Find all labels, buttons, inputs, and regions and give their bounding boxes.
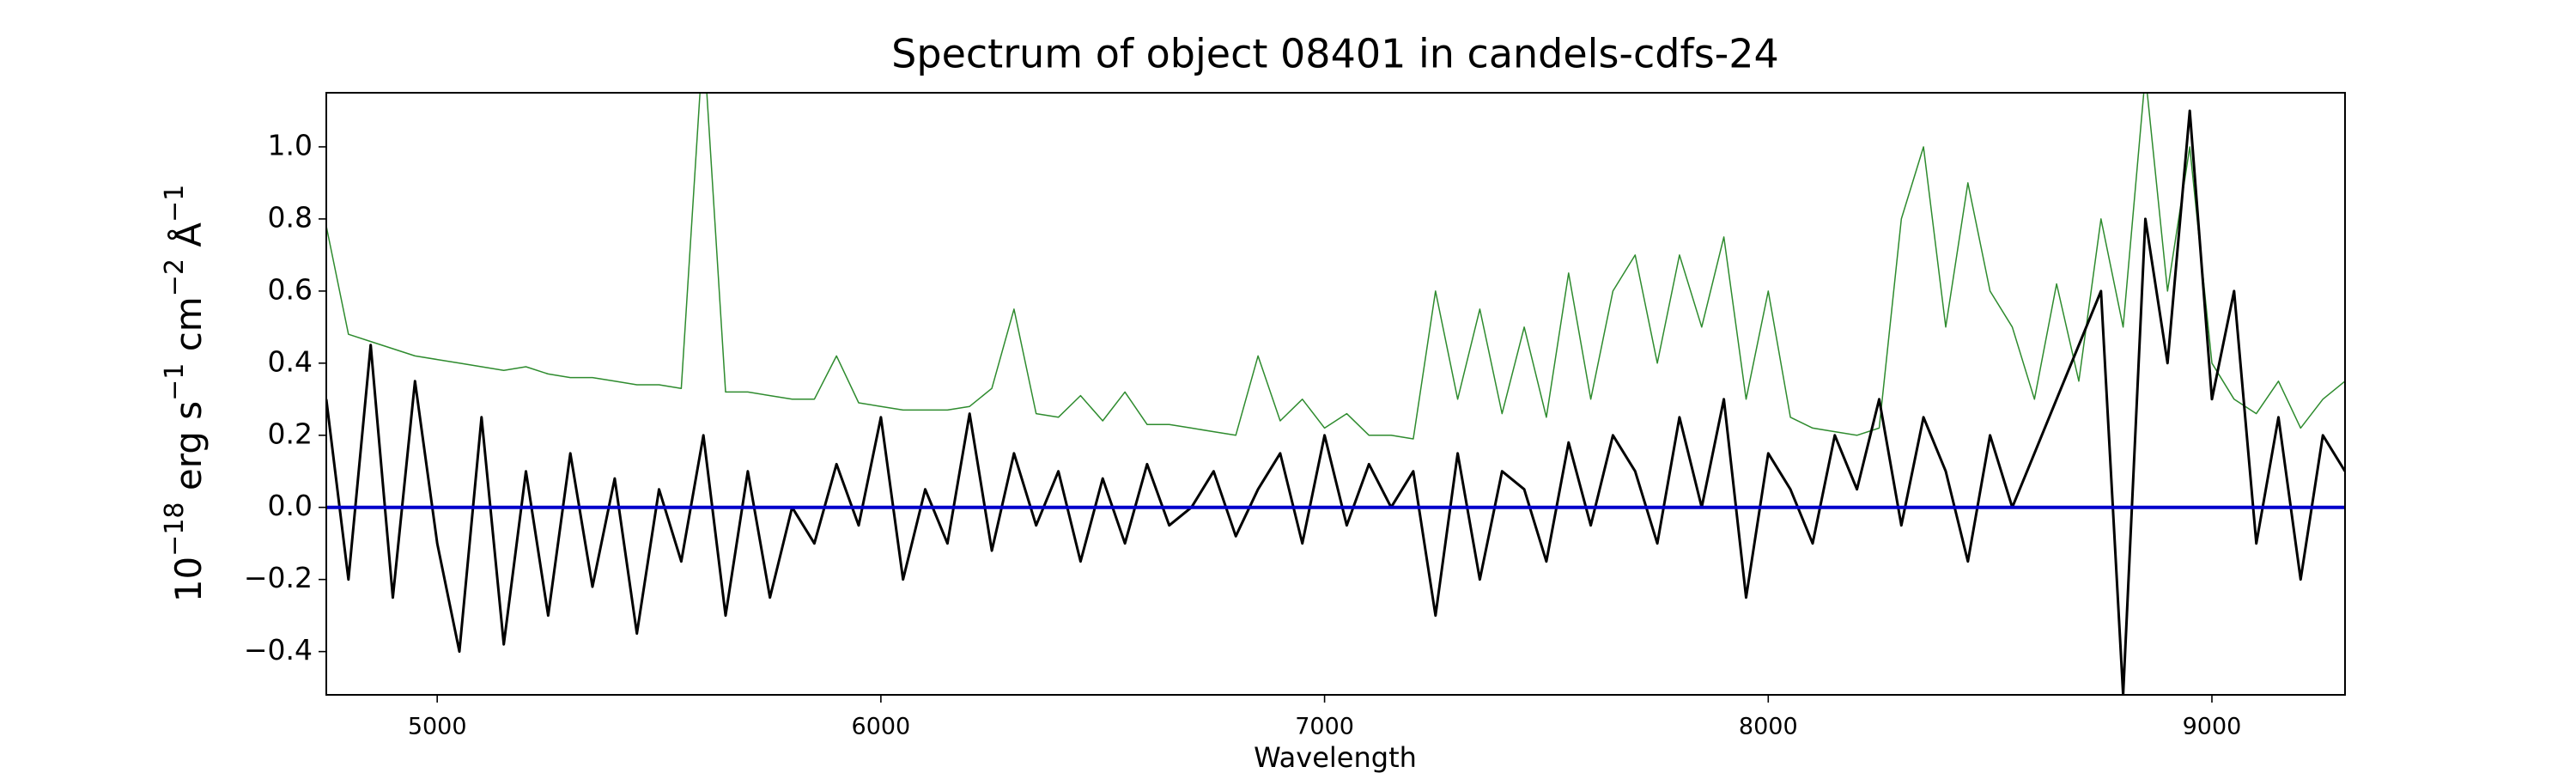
y-tick-label: 0.8	[268, 200, 313, 234]
y-axis-label-part: Å	[167, 222, 210, 259]
y-axis-label-part: 10	[167, 557, 210, 602]
y-tick-label: 1.0	[268, 128, 313, 161]
y-axis-label-part: −2	[160, 259, 190, 296]
x-tick-label: 8000	[1739, 714, 1798, 740]
x-tick-label: 5000	[408, 714, 467, 740]
x-tick-label: 9000	[2183, 714, 2242, 740]
y-tick-label: 0.2	[268, 417, 313, 450]
y-axis-label: 10−18 erg s−1 cm−2 Å−1	[160, 185, 210, 603]
series-line	[326, 109, 2345, 695]
y-axis-label-part: −1	[160, 363, 190, 401]
y-tick-label: 0.6	[268, 272, 313, 306]
y-axis-label-part: erg s	[167, 401, 210, 502]
y-tick-label: −0.2	[244, 561, 313, 594]
plot-area	[326, 93, 2345, 695]
y-axis-label-part: −1	[160, 185, 190, 222]
x-tick-label: 6000	[852, 714, 911, 740]
x-tick-label: 7000	[1295, 714, 1354, 740]
axes-frame	[325, 92, 2346, 696]
y-axis-label-part: −18	[160, 502, 190, 557]
x-axis-label: Wavelength	[1254, 741, 1417, 773]
y-tick-label: 0.4	[268, 344, 313, 378]
y-tick-label: 0.0	[268, 489, 313, 522]
series-line	[326, 93, 2345, 440]
y-tick-label: −0.4	[244, 633, 313, 666]
chart-title: Spectrum of object 08401 in candels-cdfs…	[891, 31, 1779, 77]
y-axis-label-part: cm	[167, 296, 210, 362]
